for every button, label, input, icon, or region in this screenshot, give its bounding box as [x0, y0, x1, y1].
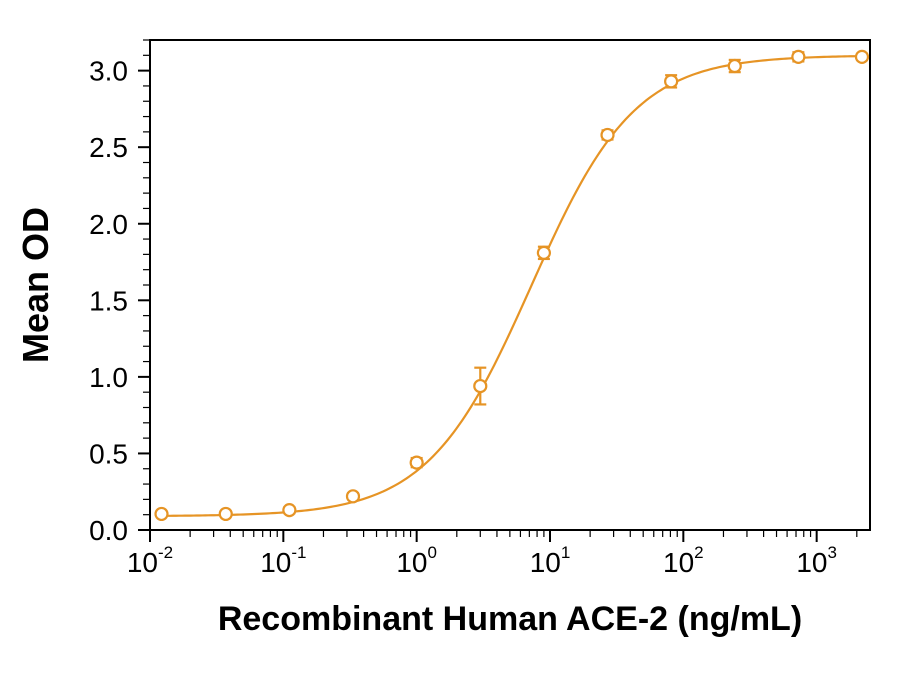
x-tick-label: 10-1 [260, 543, 306, 578]
x-tick-label: 101 [530, 543, 571, 578]
data-point [856, 51, 868, 63]
x-tick-label: 102 [663, 543, 704, 578]
y-tick-label: 0.0 [89, 515, 128, 546]
data-point [665, 75, 677, 87]
data-point [729, 60, 741, 72]
data-point [538, 247, 550, 259]
data-point [347, 490, 359, 502]
data-point [474, 380, 486, 392]
x-tick-label: 103 [796, 543, 837, 578]
y-axis-label: Mean OD [15, 207, 56, 363]
chart-container: 0.0 0.5 1.0 1.5 2.0 2.5 3.0 10-2 10-1 100 101 102 10… [0, 0, 905, 681]
y-tick-label: 3.0 [89, 56, 128, 87]
data-point [602, 129, 614, 141]
chart-svg: 0.0 0.5 1.0 1.5 2.0 2.5 3.0 10-2 10-1 100 101 102 10… [0, 0, 905, 681]
y-tick-label: 1.0 [89, 362, 128, 393]
data-point [411, 457, 423, 469]
y-tick-label: 2.0 [89, 209, 128, 240]
data-point [220, 508, 232, 520]
y-tick-label: 0.5 [89, 438, 128, 469]
x-tick-label: 100 [396, 543, 437, 578]
x-tick-label: 10-2 [127, 543, 173, 578]
data-point [156, 508, 168, 520]
x-axis-label: Recombinant Human ACE-2 (ng/mL) [218, 600, 802, 638]
y-tick-label: 1.5 [89, 285, 128, 316]
data-point [792, 51, 804, 63]
plot-frame [150, 40, 870, 530]
data-point [283, 504, 295, 516]
y-tick-label: 2.5 [89, 132, 128, 163]
fit-curve [162, 56, 862, 516]
